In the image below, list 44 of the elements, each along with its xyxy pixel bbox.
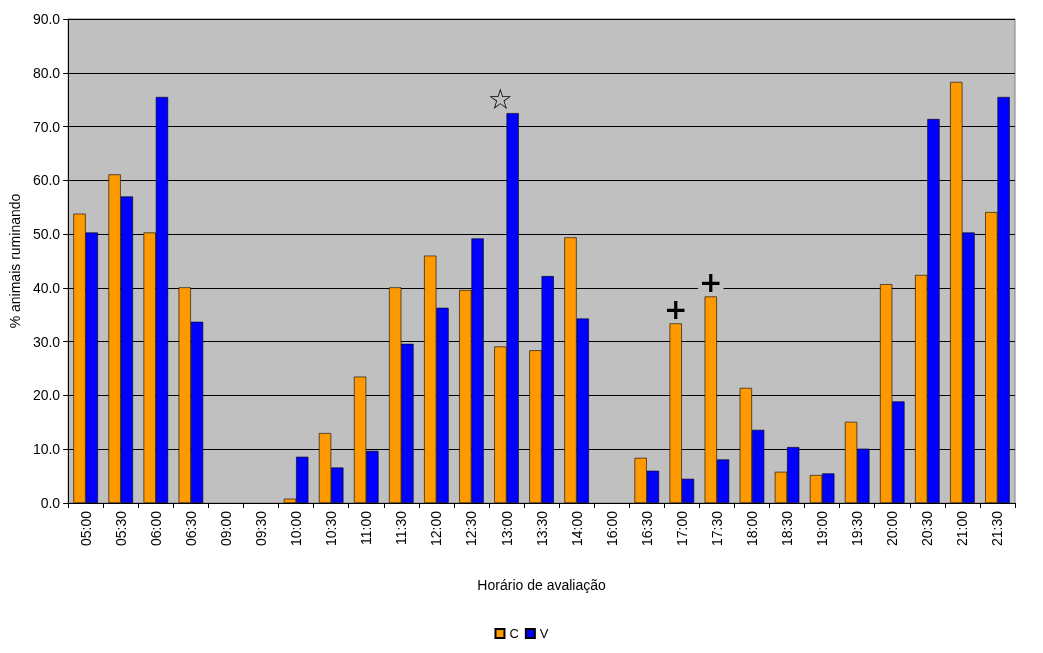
y-tick-label: 10.0 [32,441,61,458]
x-tick-label: 09:00 [217,510,234,547]
y-axis-title: % animais ruminando [7,193,23,329]
x-tick-label: 13:30 [533,510,550,547]
x-tick-label: 06:00 [147,510,164,547]
x-tick-label: 21:00 [954,510,971,547]
y-tick-label: 70.0 [32,118,61,135]
y-tick-label: 0.0 [40,495,61,511]
annotation: + [663,292,688,326]
x-tick-label: 06:30 [182,510,199,547]
x-tick-label: 10:30 [323,510,340,547]
x-tick-label: 14:00 [568,510,585,547]
x-tick-label: 12:00 [428,510,445,547]
x-tick-label: 19:30 [849,510,866,547]
legend-label: V [539,626,549,641]
x-tick-label: 18:00 [743,510,760,547]
x-axis-title: Horário de avaliação [477,577,606,593]
x-tick-label: 05:00 [77,510,94,547]
y-tick-label: 80.0 [32,64,61,81]
x-tick-label: 11:30 [393,510,410,545]
legend-label: C [509,626,519,641]
x-tick-label: 16:30 [638,510,655,547]
annotation: ☆ [487,82,513,116]
y-tick-label: 90.0 [32,11,61,27]
x-tick-label: 21:30 [989,510,1006,547]
x-tick-label: 20:00 [884,510,901,547]
y-tick-label: 20.0 [32,387,61,404]
annotation: + [699,265,723,299]
x-tick-label: 12:30 [463,510,480,547]
x-tick-label: 17:00 [673,510,690,547]
x-tick-label: 17:30 [708,510,725,547]
y-tick-label: 30.0 [32,333,61,350]
x-tick-label: 20:30 [919,510,936,547]
x-tick-label: 18:30 [779,510,796,547]
x-tick-label: 16:00 [603,510,620,547]
x-tick-label: 11:00 [358,510,375,545]
x-tick-label: 05:30 [112,510,129,547]
y-tick-label: 60.0 [32,172,61,189]
x-tick-label: 13:00 [498,510,515,547]
x-tick-label: 10:00 [288,510,305,547]
x-tick-label: 09:30 [253,510,270,547]
y-tick-label: 40.0 [32,279,61,296]
x-tick-label: 19:00 [814,510,831,547]
y-tick-label: 50.0 [32,226,61,243]
